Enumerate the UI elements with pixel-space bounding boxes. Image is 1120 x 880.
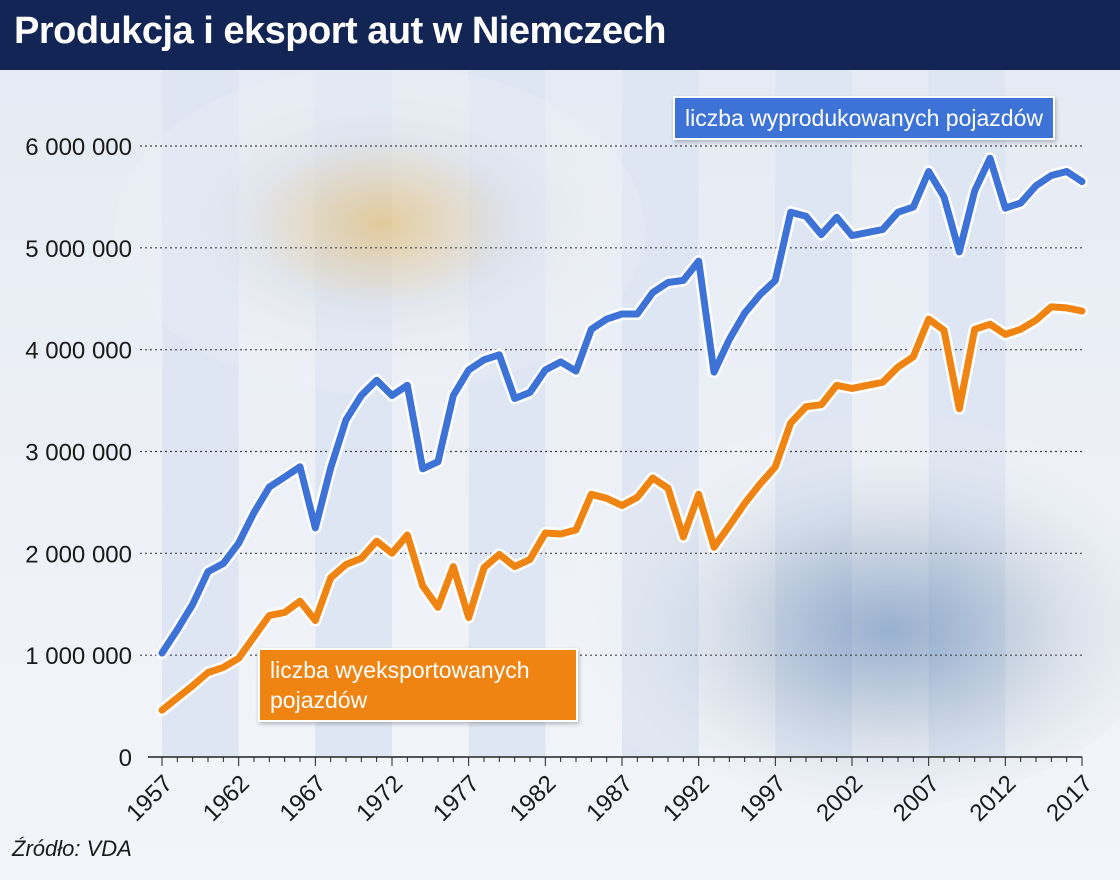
x-tick-label: 1957: [121, 770, 178, 827]
series-lines: [156, 152, 1088, 717]
y-tick-label: 0: [119, 745, 132, 772]
production-line: [158, 154, 1086, 657]
y-tick-label: 2 000 000: [25, 541, 132, 568]
line-chart: 0 1 000 000 2 000 000 3 000 000 4 000 000 5 0…: [25, 70, 1120, 827]
title-bar: Produkcja i eksport aut w Niemczech: [0, 0, 1120, 70]
y-tick-label: 6 000 000: [25, 134, 132, 161]
x-tick-label: 1977: [428, 770, 485, 827]
x-tick-label: 1972: [351, 770, 408, 827]
chart-title: Produkcja i eksport aut w Niemczech: [14, 10, 666, 52]
y-tick-label: 5 000 000: [25, 236, 132, 263]
export-series-label: liczba wyeksportowanych pojazdów: [258, 648, 578, 722]
y-tick-label: 1 000 000: [25, 643, 132, 670]
production-series-label: liczba wyprodukowanych pojazdów: [673, 96, 1055, 140]
export-line: [158, 303, 1086, 714]
x-tick-label: 1967: [275, 770, 332, 827]
source-note: Źródło: VDA: [12, 836, 132, 861]
x-tick-label: 2017: [1041, 770, 1098, 827]
x-tick-label: 1962: [198, 770, 255, 827]
x-tick-label: 1982: [505, 770, 562, 827]
y-tick-label: 3 000 000: [25, 440, 132, 467]
x-tick-label: 1987: [581, 770, 638, 827]
vw-beetle-photo: [115, 70, 645, 395]
y-tick-label: 4 000 000: [25, 338, 132, 365]
